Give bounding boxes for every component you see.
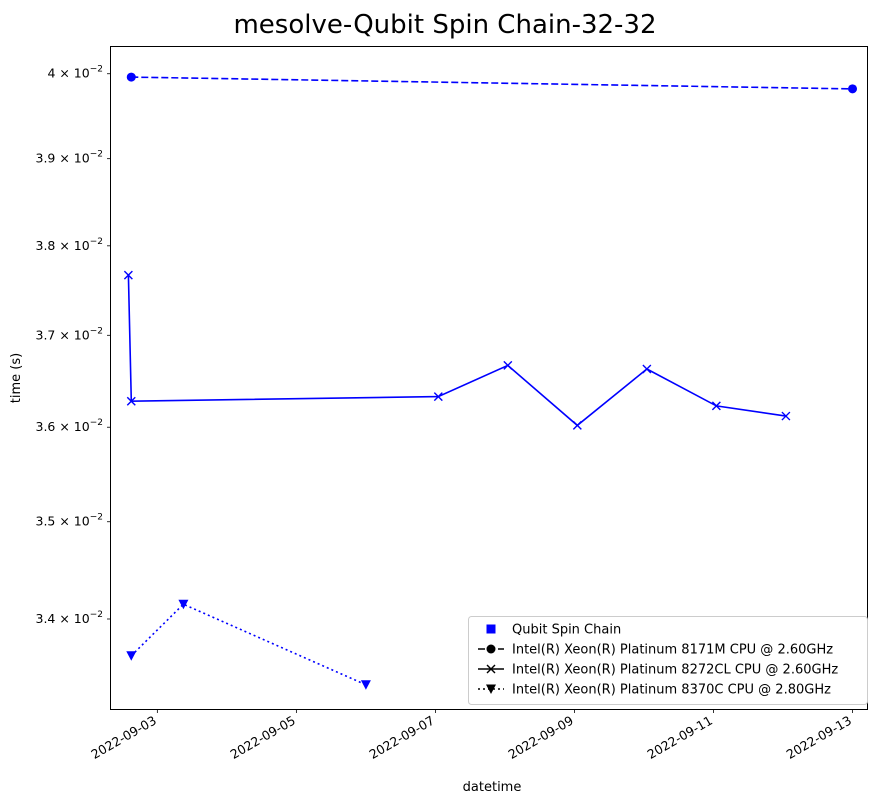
y-tick-label: 3.8 × 10−2 xyxy=(36,237,104,253)
marker-stroke xyxy=(123,270,133,280)
series-line xyxy=(127,275,787,427)
marker-stroke xyxy=(433,392,443,402)
legend-entry: Intel(R) Xeon(R) Platinum 8171M CPU @ 2.… xyxy=(478,643,833,658)
x-tick-label: 2022-09-07 xyxy=(366,713,436,762)
x-axis-label: datetime xyxy=(463,780,522,795)
series-1 xyxy=(126,72,858,94)
chart-title: mesolve-Qubit Spin Chain-32-32 xyxy=(233,10,656,40)
legend-entry: Qubit Spin Chain xyxy=(486,623,621,638)
legend: Qubit Spin Chain Intel(R) Xeon(R) Platinu… xyxy=(468,616,868,705)
series-2 xyxy=(123,270,791,430)
x-axis: 2022-09-03 2022-09-05 2022-09-07 2022-09-09… xyxy=(88,709,854,762)
legend-marker xyxy=(486,664,496,674)
x-tick-label: 2022-09-11 xyxy=(645,713,715,762)
legend-label: Intel(R) Xeon(R) Platinum 8370C CPU @ 2.… xyxy=(512,683,831,698)
marker-stroke xyxy=(642,364,652,374)
y-axis: 3.4 × 10−2 3.5 × 10−2 3.6 × 10−2 3.7 × 10−2… xyxy=(36,65,111,626)
y-axis-label: time (s) xyxy=(9,353,24,403)
marker-stroke xyxy=(711,401,721,411)
y-tick-label: 3.6 × 10−2 xyxy=(36,418,104,434)
series-3 xyxy=(126,599,371,690)
data-point xyxy=(642,364,652,374)
data-point xyxy=(572,420,582,430)
series-line xyxy=(130,603,367,686)
y-tick-label: 4 × 10−2 xyxy=(47,65,103,81)
data-point xyxy=(360,680,371,690)
marker-stroke xyxy=(781,411,791,421)
y-tick-label: 3.7 × 10−2 xyxy=(36,326,104,342)
x-tick-label: 2022-09-13 xyxy=(784,713,854,762)
x-tick-label: 2022-09-03 xyxy=(88,713,158,762)
data-point xyxy=(126,72,136,82)
data-point xyxy=(126,396,136,406)
series-line xyxy=(131,76,853,90)
legend-entry: Intel(R) Xeon(R) Platinum 8272CL CPU @ 2… xyxy=(478,663,838,678)
series-layer xyxy=(123,72,858,690)
data-point xyxy=(711,401,721,411)
plot-area xyxy=(110,46,868,710)
marker-stroke xyxy=(503,360,513,370)
legend-marker xyxy=(486,684,496,694)
data-point xyxy=(433,392,443,402)
y-tick-label: 3.4 × 10−2 xyxy=(36,610,104,626)
data-point xyxy=(126,651,137,661)
data-point xyxy=(178,599,189,610)
legend-entry: Intel(R) Xeon(R) Platinum 8370C CPU @ 2.… xyxy=(478,683,831,698)
data-point xyxy=(781,411,791,421)
y-tick-label: 3.9 × 10−2 xyxy=(36,150,104,166)
legend-frame xyxy=(468,616,868,705)
marker-stroke xyxy=(486,664,496,674)
x-tick-label: 2022-09-09 xyxy=(506,713,576,762)
legend-marker xyxy=(486,624,496,634)
x-tick-label: 2022-09-05 xyxy=(227,713,297,762)
legend-label: Intel(R) Xeon(R) Platinum 8171M CPU @ 2.… xyxy=(512,643,833,658)
data-point xyxy=(848,84,858,94)
legend-label: Intel(R) Xeon(R) Platinum 8272CL CPU @ 2… xyxy=(512,663,838,678)
legend-label: Qubit Spin Chain xyxy=(512,623,621,638)
data-point xyxy=(123,270,133,280)
legend-marker xyxy=(486,644,496,654)
marker-stroke xyxy=(572,420,582,430)
marker-stroke xyxy=(126,396,136,406)
data-point xyxy=(503,360,513,370)
y-tick-label: 3.5 × 10−2 xyxy=(36,513,104,529)
